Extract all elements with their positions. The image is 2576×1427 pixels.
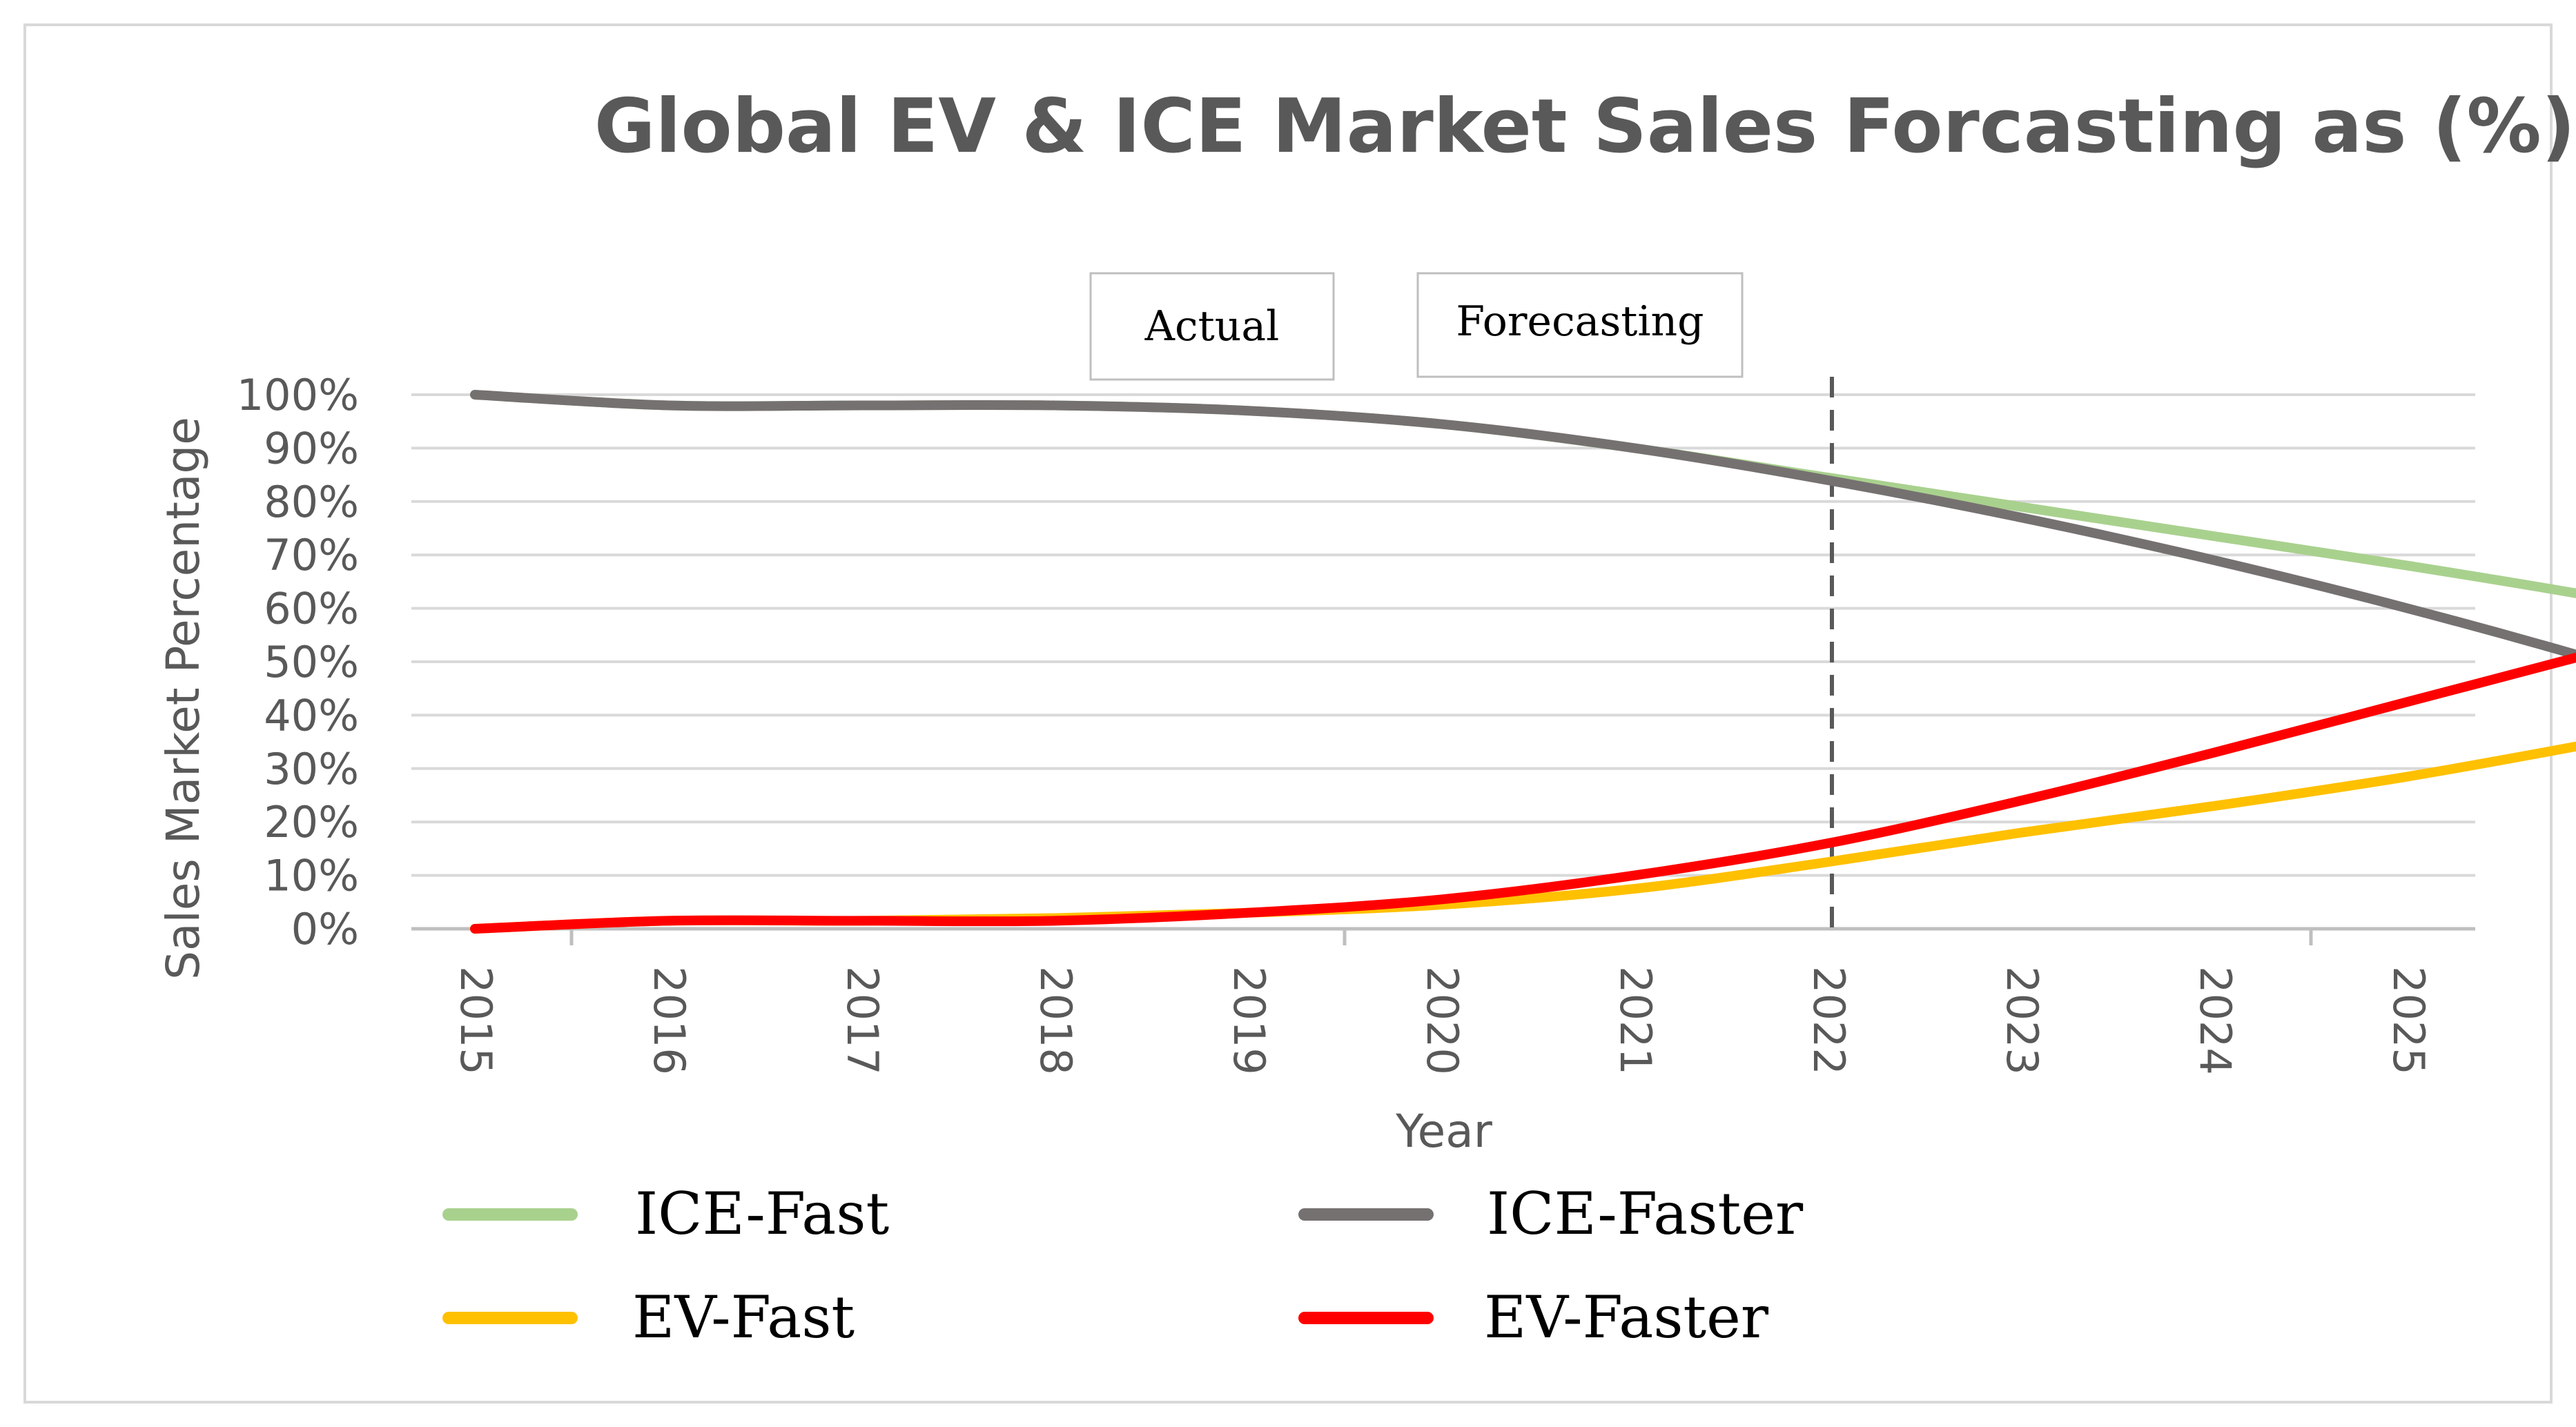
y-tick-label: 20% xyxy=(264,797,359,847)
x-tick-label: 2015 xyxy=(451,966,501,1075)
series-lines xyxy=(470,390,2576,934)
x-tick-label: 2025 xyxy=(2383,966,2434,1075)
forecast-label: Forecasting xyxy=(1456,297,1704,346)
series-line-ev-faster xyxy=(470,652,2576,934)
legend-label: EV-Faster xyxy=(1484,1283,1769,1351)
legend-label: ICE-Fast xyxy=(635,1180,889,1248)
x-tick-label: 2024 xyxy=(2190,966,2241,1075)
y-tick-label: 60% xyxy=(264,584,359,634)
y-axis-ticks: 0%10%20%30%40%50%60%70%80%90%100% xyxy=(237,370,359,954)
forecast-label-box xyxy=(1416,272,1744,378)
x-tick-label: 2022 xyxy=(1804,966,1854,1075)
legend-label: EV-Fast xyxy=(632,1283,855,1351)
x-tick-label: 2020 xyxy=(1417,966,1467,1075)
y-tick-label: 30% xyxy=(264,744,359,794)
actual-label-box xyxy=(1089,272,1335,381)
y-tick-label: 80% xyxy=(264,477,359,527)
gridlines xyxy=(411,393,2475,877)
actual-label: Actual xyxy=(1144,302,1280,351)
x-axis: 2015 2016 2017 2018 2019 2020 2021 2022 2023 2024… xyxy=(411,927,2475,1075)
y-tick-label: 10% xyxy=(264,851,359,901)
y-tick-label: 50% xyxy=(264,637,359,687)
x-tick-label: 2017 xyxy=(837,966,888,1075)
y-tick-label: 90% xyxy=(264,423,359,473)
x-tick-label: 2019 xyxy=(1224,966,1274,1075)
y-tick-label: 100% xyxy=(237,370,359,420)
x-tick-label: 2018 xyxy=(1031,966,1081,1075)
chart-frame xyxy=(23,23,2553,1404)
x-axis-label: Year xyxy=(1395,1105,1493,1158)
x-tick-label: 2021 xyxy=(1610,966,1661,1075)
x-tick-label: 2023 xyxy=(1997,966,2047,1075)
x-tick-label: 2016 xyxy=(644,966,694,1075)
y-tick-label: 0% xyxy=(291,904,359,954)
y-axis-label: Sales Market Percentage xyxy=(157,417,210,980)
legend: ICE-Fast ICE-Faster EV-Fast EV-Faster xyxy=(442,1180,1804,1351)
chart-title: Global EV & ICE Market Sales Forcasting … xyxy=(594,83,2575,170)
legend-label: ICE-Faster xyxy=(1487,1180,1804,1248)
series-line-ice-faster xyxy=(470,390,2576,660)
y-tick-label: 70% xyxy=(264,530,359,580)
y-tick-label: 40% xyxy=(264,690,359,740)
